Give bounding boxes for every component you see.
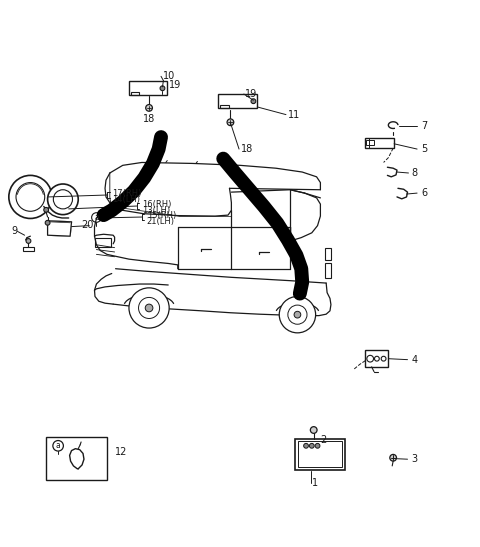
Text: 9: 9 xyxy=(11,226,17,236)
Circle shape xyxy=(44,207,48,212)
Circle shape xyxy=(251,99,256,103)
Text: 14(LH): 14(LH) xyxy=(112,195,140,204)
Circle shape xyxy=(279,296,316,333)
Bar xyxy=(325,263,331,278)
Circle shape xyxy=(311,427,317,433)
Circle shape xyxy=(310,444,314,448)
Bar xyxy=(365,350,388,367)
Circle shape xyxy=(45,220,50,225)
Text: 6: 6 xyxy=(421,188,427,198)
Text: 8: 8 xyxy=(411,168,418,178)
Text: 18: 18 xyxy=(241,144,253,154)
Circle shape xyxy=(48,184,78,214)
Bar xyxy=(116,203,124,207)
Text: 20: 20 xyxy=(81,220,94,230)
Bar xyxy=(129,81,167,96)
Text: 4: 4 xyxy=(411,354,418,365)
Text: 17(RH): 17(RH) xyxy=(112,189,141,197)
Bar xyxy=(325,248,331,260)
Text: 15(RH): 15(RH) xyxy=(147,211,176,219)
Text: 13(LH): 13(LH) xyxy=(142,206,170,216)
Circle shape xyxy=(227,119,234,126)
Bar xyxy=(96,237,111,247)
Bar xyxy=(23,247,34,251)
Text: 18: 18 xyxy=(143,114,155,124)
Circle shape xyxy=(304,444,309,448)
Circle shape xyxy=(129,288,169,328)
Text: a: a xyxy=(56,441,60,450)
Bar xyxy=(46,437,108,480)
Bar xyxy=(366,141,374,146)
Text: 7: 7 xyxy=(421,121,427,131)
Circle shape xyxy=(294,311,301,318)
Bar xyxy=(220,104,228,108)
Text: 19: 19 xyxy=(169,80,181,90)
Circle shape xyxy=(390,455,396,461)
Bar xyxy=(295,439,345,470)
Bar xyxy=(365,138,394,148)
Bar xyxy=(218,94,257,108)
Text: 10: 10 xyxy=(162,71,175,82)
Text: 3: 3 xyxy=(411,454,418,464)
Text: a: a xyxy=(94,213,99,222)
Text: 19: 19 xyxy=(245,89,257,99)
Bar xyxy=(131,92,140,96)
Circle shape xyxy=(146,104,153,111)
Text: 1: 1 xyxy=(312,478,318,488)
Circle shape xyxy=(145,304,153,312)
Text: 11: 11 xyxy=(288,109,300,120)
Polygon shape xyxy=(48,221,72,236)
Text: 12: 12 xyxy=(115,446,127,457)
Text: 16(RH): 16(RH) xyxy=(142,200,171,208)
Circle shape xyxy=(26,238,31,243)
Circle shape xyxy=(9,176,52,218)
Text: 5: 5 xyxy=(421,144,427,154)
Circle shape xyxy=(315,444,320,448)
Text: 2: 2 xyxy=(321,435,327,445)
Bar xyxy=(299,441,342,467)
Text: 21(LH): 21(LH) xyxy=(147,217,175,226)
Circle shape xyxy=(160,86,165,91)
